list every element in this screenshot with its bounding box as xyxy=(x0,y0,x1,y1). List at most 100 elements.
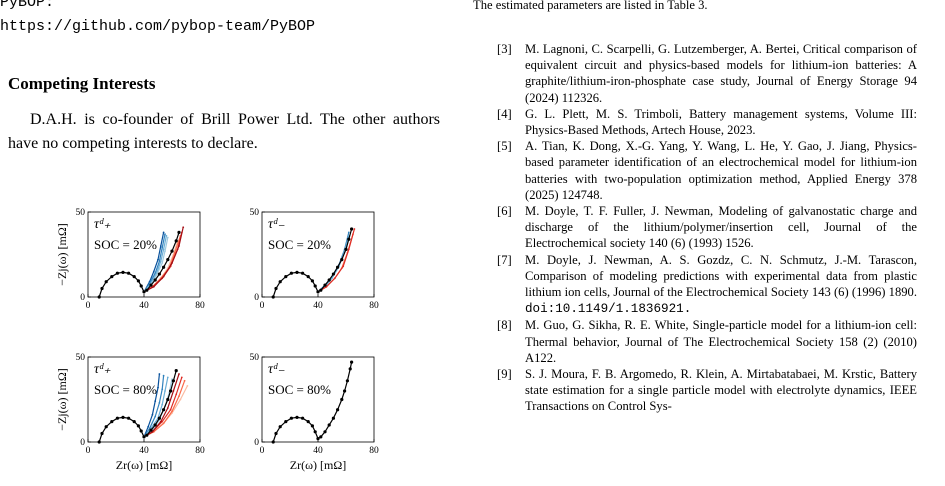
soc-label: SOC = 20% xyxy=(94,237,157,252)
reference-text: M. Doyle, J. Newman, A. S. Gozdz, C. N. … xyxy=(525,252,917,300)
x-tick-label: 80 xyxy=(195,301,205,311)
data-point xyxy=(136,279,140,283)
reference-label: [7] xyxy=(497,252,512,267)
data-point xyxy=(178,373,180,375)
x-tick-label: 0 xyxy=(260,301,265,311)
data-point xyxy=(284,275,288,279)
data-point xyxy=(157,272,161,276)
y-tick-label: 0 xyxy=(254,293,259,303)
data-point xyxy=(161,403,164,406)
x-tick-label: 80 xyxy=(369,301,379,311)
data-point xyxy=(139,284,143,288)
data-line xyxy=(143,373,160,438)
reference-doi: doi:10.1149/1.1836921. xyxy=(525,302,692,317)
data-point xyxy=(310,424,314,428)
reference: [7] M. Doyle, J. Newman, A. S. Gozdz, C. … xyxy=(497,252,917,318)
data-point xyxy=(347,248,350,251)
data-point xyxy=(331,416,335,420)
data-point xyxy=(274,431,278,436)
data-point xyxy=(162,374,165,377)
data-point xyxy=(166,407,169,409)
data-point xyxy=(136,424,140,428)
reference-label: [9] xyxy=(497,367,512,382)
x-tick-label: 40 xyxy=(139,446,149,456)
data-point xyxy=(154,415,157,418)
data-point xyxy=(166,258,170,262)
data-point xyxy=(172,390,175,392)
data-point xyxy=(327,423,331,427)
x-tick-label: 40 xyxy=(139,301,149,311)
data-point xyxy=(132,275,136,279)
data-line xyxy=(143,233,166,293)
section-heading: Competing Interests xyxy=(8,74,156,93)
data-line xyxy=(143,232,165,293)
data-point xyxy=(319,288,323,292)
panel-label: τᵈ₋ xyxy=(268,217,285,232)
data-point xyxy=(161,246,164,249)
x-tick-label: 0 xyxy=(86,301,91,311)
url: https://github.com/pybop-team/PyBOP xyxy=(0,18,316,35)
panel-label: τᵈ₊ xyxy=(94,362,111,377)
reference-text: M. Lagnoni, C. Scarpelli, G. Lutzemberge… xyxy=(525,42,917,105)
data-point xyxy=(162,248,165,251)
data-point xyxy=(316,290,320,294)
data-point xyxy=(336,408,340,412)
data-point xyxy=(142,290,146,294)
data-point xyxy=(295,415,299,419)
data-point xyxy=(345,379,349,383)
x-tick-label: 40 xyxy=(313,301,323,311)
data-point xyxy=(147,425,150,428)
data-point xyxy=(171,262,173,264)
data-line xyxy=(143,227,184,293)
data-point xyxy=(145,288,149,292)
data-point xyxy=(97,295,101,299)
data-line xyxy=(317,228,355,293)
reference-text: A. Tian, K. Dong, X.-G. Yang, Y. Wang, L… xyxy=(525,139,917,202)
data-point xyxy=(162,422,165,425)
data-point xyxy=(104,280,108,284)
data-point xyxy=(323,283,327,287)
data-point xyxy=(159,245,162,247)
reference: [8] M. Guo, G. Sikha, R. E. White, Single… xyxy=(497,317,917,366)
data-point xyxy=(161,420,164,423)
data-point xyxy=(164,233,166,236)
data-point xyxy=(319,435,323,439)
data-point xyxy=(271,440,275,444)
data-point xyxy=(348,367,352,371)
data-point xyxy=(161,262,164,264)
x-tick-label: 80 xyxy=(195,446,205,456)
data-point xyxy=(182,226,185,229)
data-line xyxy=(143,373,180,438)
y-tick-label: 50 xyxy=(250,353,260,363)
data-point xyxy=(165,234,168,237)
data-point xyxy=(278,425,282,429)
reference-label: [6] xyxy=(497,204,512,219)
data-point xyxy=(350,227,354,231)
data-point xyxy=(177,230,181,234)
data-point xyxy=(152,270,155,273)
data-point xyxy=(159,420,162,423)
data-point xyxy=(169,389,173,393)
data-point xyxy=(139,429,143,433)
data-point xyxy=(158,373,161,375)
reference-list: [3] M. Lagnoni, C. Scarpelli, G. Lutzembe… xyxy=(497,41,917,415)
data-point xyxy=(100,431,104,436)
data-point xyxy=(149,428,153,432)
data-point xyxy=(166,376,169,379)
data-point xyxy=(340,258,344,262)
x-tick-label: 0 xyxy=(86,446,91,456)
data-point xyxy=(115,416,119,420)
data-point xyxy=(164,390,166,392)
data-point xyxy=(278,280,282,284)
data-point xyxy=(162,275,165,278)
data-point xyxy=(158,402,161,404)
data-point xyxy=(306,275,310,279)
data-line xyxy=(272,361,353,443)
reference-label: [4] xyxy=(497,106,512,121)
panel-label: τᵈ₋ xyxy=(268,362,285,377)
y-axis-label: −Zj(ω) [mΩ] xyxy=(55,223,69,286)
y-axis-label: −Zj(ω) [mΩ] xyxy=(55,368,69,431)
reference: [3] M. Lagnoni, C. Scarpelli, G. Lutzembe… xyxy=(497,41,917,106)
data-point xyxy=(331,272,335,276)
data-point xyxy=(162,231,165,234)
